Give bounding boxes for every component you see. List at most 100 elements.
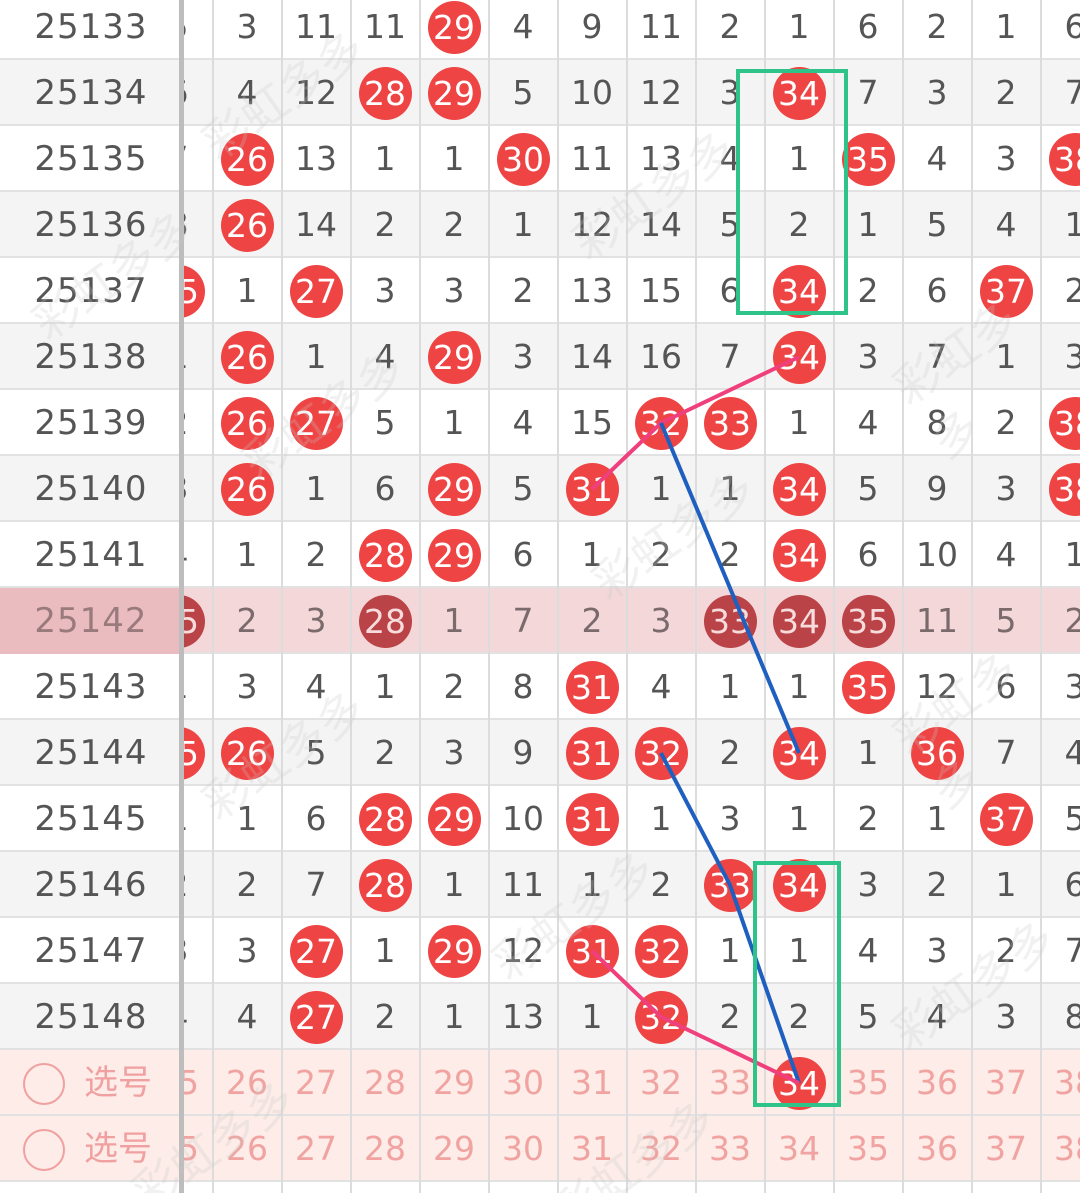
miss-count: 4	[995, 535, 1017, 574]
miss-count: 6	[1064, 7, 1080, 46]
miss-count: 2	[443, 667, 465, 706]
miss-count: 1	[374, 667, 396, 706]
select-number-35[interactable]: 35	[847, 1063, 889, 1102]
row-cells: 227281111233343216	[183, 852, 1080, 918]
drawn-ball-34[interactable]: 34	[772, 1057, 826, 1110]
miss-count: 1	[1064, 535, 1080, 574]
select-number-28[interactable]: 28	[364, 1063, 406, 1102]
miss-count: 5	[857, 469, 879, 508]
miss-count: 5	[1064, 799, 1080, 838]
miss-count: 2	[650, 535, 672, 574]
select-label: 选号	[84, 1129, 152, 1169]
miss-count: 8	[1064, 997, 1080, 1036]
row-divider	[0, 850, 1080, 852]
select-number-32[interactable]: 32	[640, 1129, 682, 1168]
select-number-36[interactable]: 36	[916, 1129, 958, 1168]
row-divider	[0, 784, 1080, 786]
grid-line	[350, 0, 352, 1193]
miss-count: 6	[719, 271, 741, 310]
miss-count: 1	[305, 469, 327, 508]
cell-37: 37	[972, 258, 1041, 324]
issue-number: 25135	[34, 139, 148, 179]
trend-line	[659, 422, 801, 754]
issue-number: 25134	[34, 73, 148, 113]
cell-37: 37	[972, 786, 1041, 852]
cell-34: 34	[765, 258, 834, 324]
cell-34[interactable]: 34	[765, 1050, 834, 1116]
select-number-34[interactable]: 34	[778, 1129, 820, 1168]
miss-count: 1	[236, 799, 258, 838]
row-cells: 3261629531113459338	[183, 456, 1080, 522]
miss-count: 1	[374, 139, 396, 178]
cell-28: 28	[351, 786, 420, 852]
miss-count: 9	[581, 7, 603, 46]
issue-number: 25144	[34, 733, 148, 773]
miss-count: 16	[640, 337, 682, 376]
drawn-ball-26: 26	[220, 397, 274, 450]
select-number-26[interactable]: 26	[226, 1129, 268, 1168]
select-radio[interactable]	[23, 1063, 65, 1105]
row-divider	[0, 586, 1080, 588]
miss-count: 1	[650, 469, 672, 508]
miss-count: 3	[857, 865, 879, 904]
issue-number: 25143	[34, 667, 148, 707]
select-number-28[interactable]: 28	[364, 1129, 406, 1168]
drawn-ball-31: 31	[565, 727, 619, 780]
drawn-ball-29: 29	[427, 331, 481, 384]
select-number-25[interactable]: 25	[183, 1063, 199, 1102]
select-number-38[interactable]: 38	[1054, 1129, 1080, 1168]
miss-count: 2	[1064, 601, 1080, 640]
select-number-33[interactable]: 33	[709, 1063, 751, 1102]
miss-count: 2	[1064, 271, 1080, 310]
select-number-29[interactable]: 29	[433, 1063, 475, 1102]
select-number-38[interactable]: 38	[1054, 1063, 1080, 1102]
drawn-ball-29: 29	[427, 529, 481, 582]
select-radio[interactable]	[23, 1129, 65, 1171]
select-number-25[interactable]: 25	[183, 1129, 199, 1168]
row-divider	[0, 1180, 1080, 1182]
miss-count: 4	[926, 997, 948, 1036]
miss-count: 7	[926, 337, 948, 376]
row-divider	[0, 454, 1080, 456]
miss-count: 7	[719, 337, 741, 376]
grid-line	[419, 0, 421, 1193]
select-number-35[interactable]: 35	[847, 1129, 889, 1168]
grid-line	[971, 0, 973, 1193]
cell-25: 25	[183, 588, 213, 654]
cell-38: 38	[1041, 126, 1080, 192]
miss-count: 2	[374, 997, 396, 1036]
select-number-33[interactable]: 33	[709, 1129, 751, 1168]
select-number-37[interactable]: 37	[985, 1129, 1027, 1168]
select-number-36[interactable]: 36	[916, 1063, 958, 1102]
miss-count: 1	[581, 997, 603, 1036]
select-number-30[interactable]: 30	[502, 1063, 544, 1102]
select-number-29[interactable]: 29	[433, 1129, 475, 1168]
miss-count: 7	[995, 733, 1017, 772]
miss-count: 13	[640, 139, 682, 178]
miss-count: 4	[995, 205, 1017, 244]
miss-count: 1	[788, 931, 810, 970]
miss-count: 4	[236, 997, 258, 1036]
miss-count: 2	[581, 601, 603, 640]
drawn-ball-31: 31	[565, 793, 619, 846]
miss-count: 11	[916, 601, 958, 640]
miss-count: 1	[788, 403, 810, 442]
cell-29: 29	[420, 522, 489, 588]
row-divider	[0, 190, 1080, 192]
select-number-37[interactable]: 37	[985, 1063, 1027, 1102]
select-number-32[interactable]: 32	[640, 1063, 682, 1102]
miss-count: 4	[236, 73, 258, 112]
select-number-26[interactable]: 26	[226, 1063, 268, 1102]
grid-line	[557, 0, 559, 1193]
drawn-ball-33: 33	[703, 397, 757, 450]
select-number-31[interactable]: 31	[571, 1063, 613, 1102]
miss-count: 9	[926, 469, 948, 508]
miss-count: 4	[857, 403, 879, 442]
miss-count: 5	[926, 205, 948, 244]
select-number-31[interactable]: 31	[571, 1129, 613, 1168]
miss-count: 2	[926, 7, 948, 46]
select-number-27[interactable]: 27	[295, 1063, 337, 1102]
miss-count: 3	[995, 469, 1017, 508]
select-number-27[interactable]: 27	[295, 1129, 337, 1168]
select-number-30[interactable]: 30	[502, 1129, 544, 1168]
